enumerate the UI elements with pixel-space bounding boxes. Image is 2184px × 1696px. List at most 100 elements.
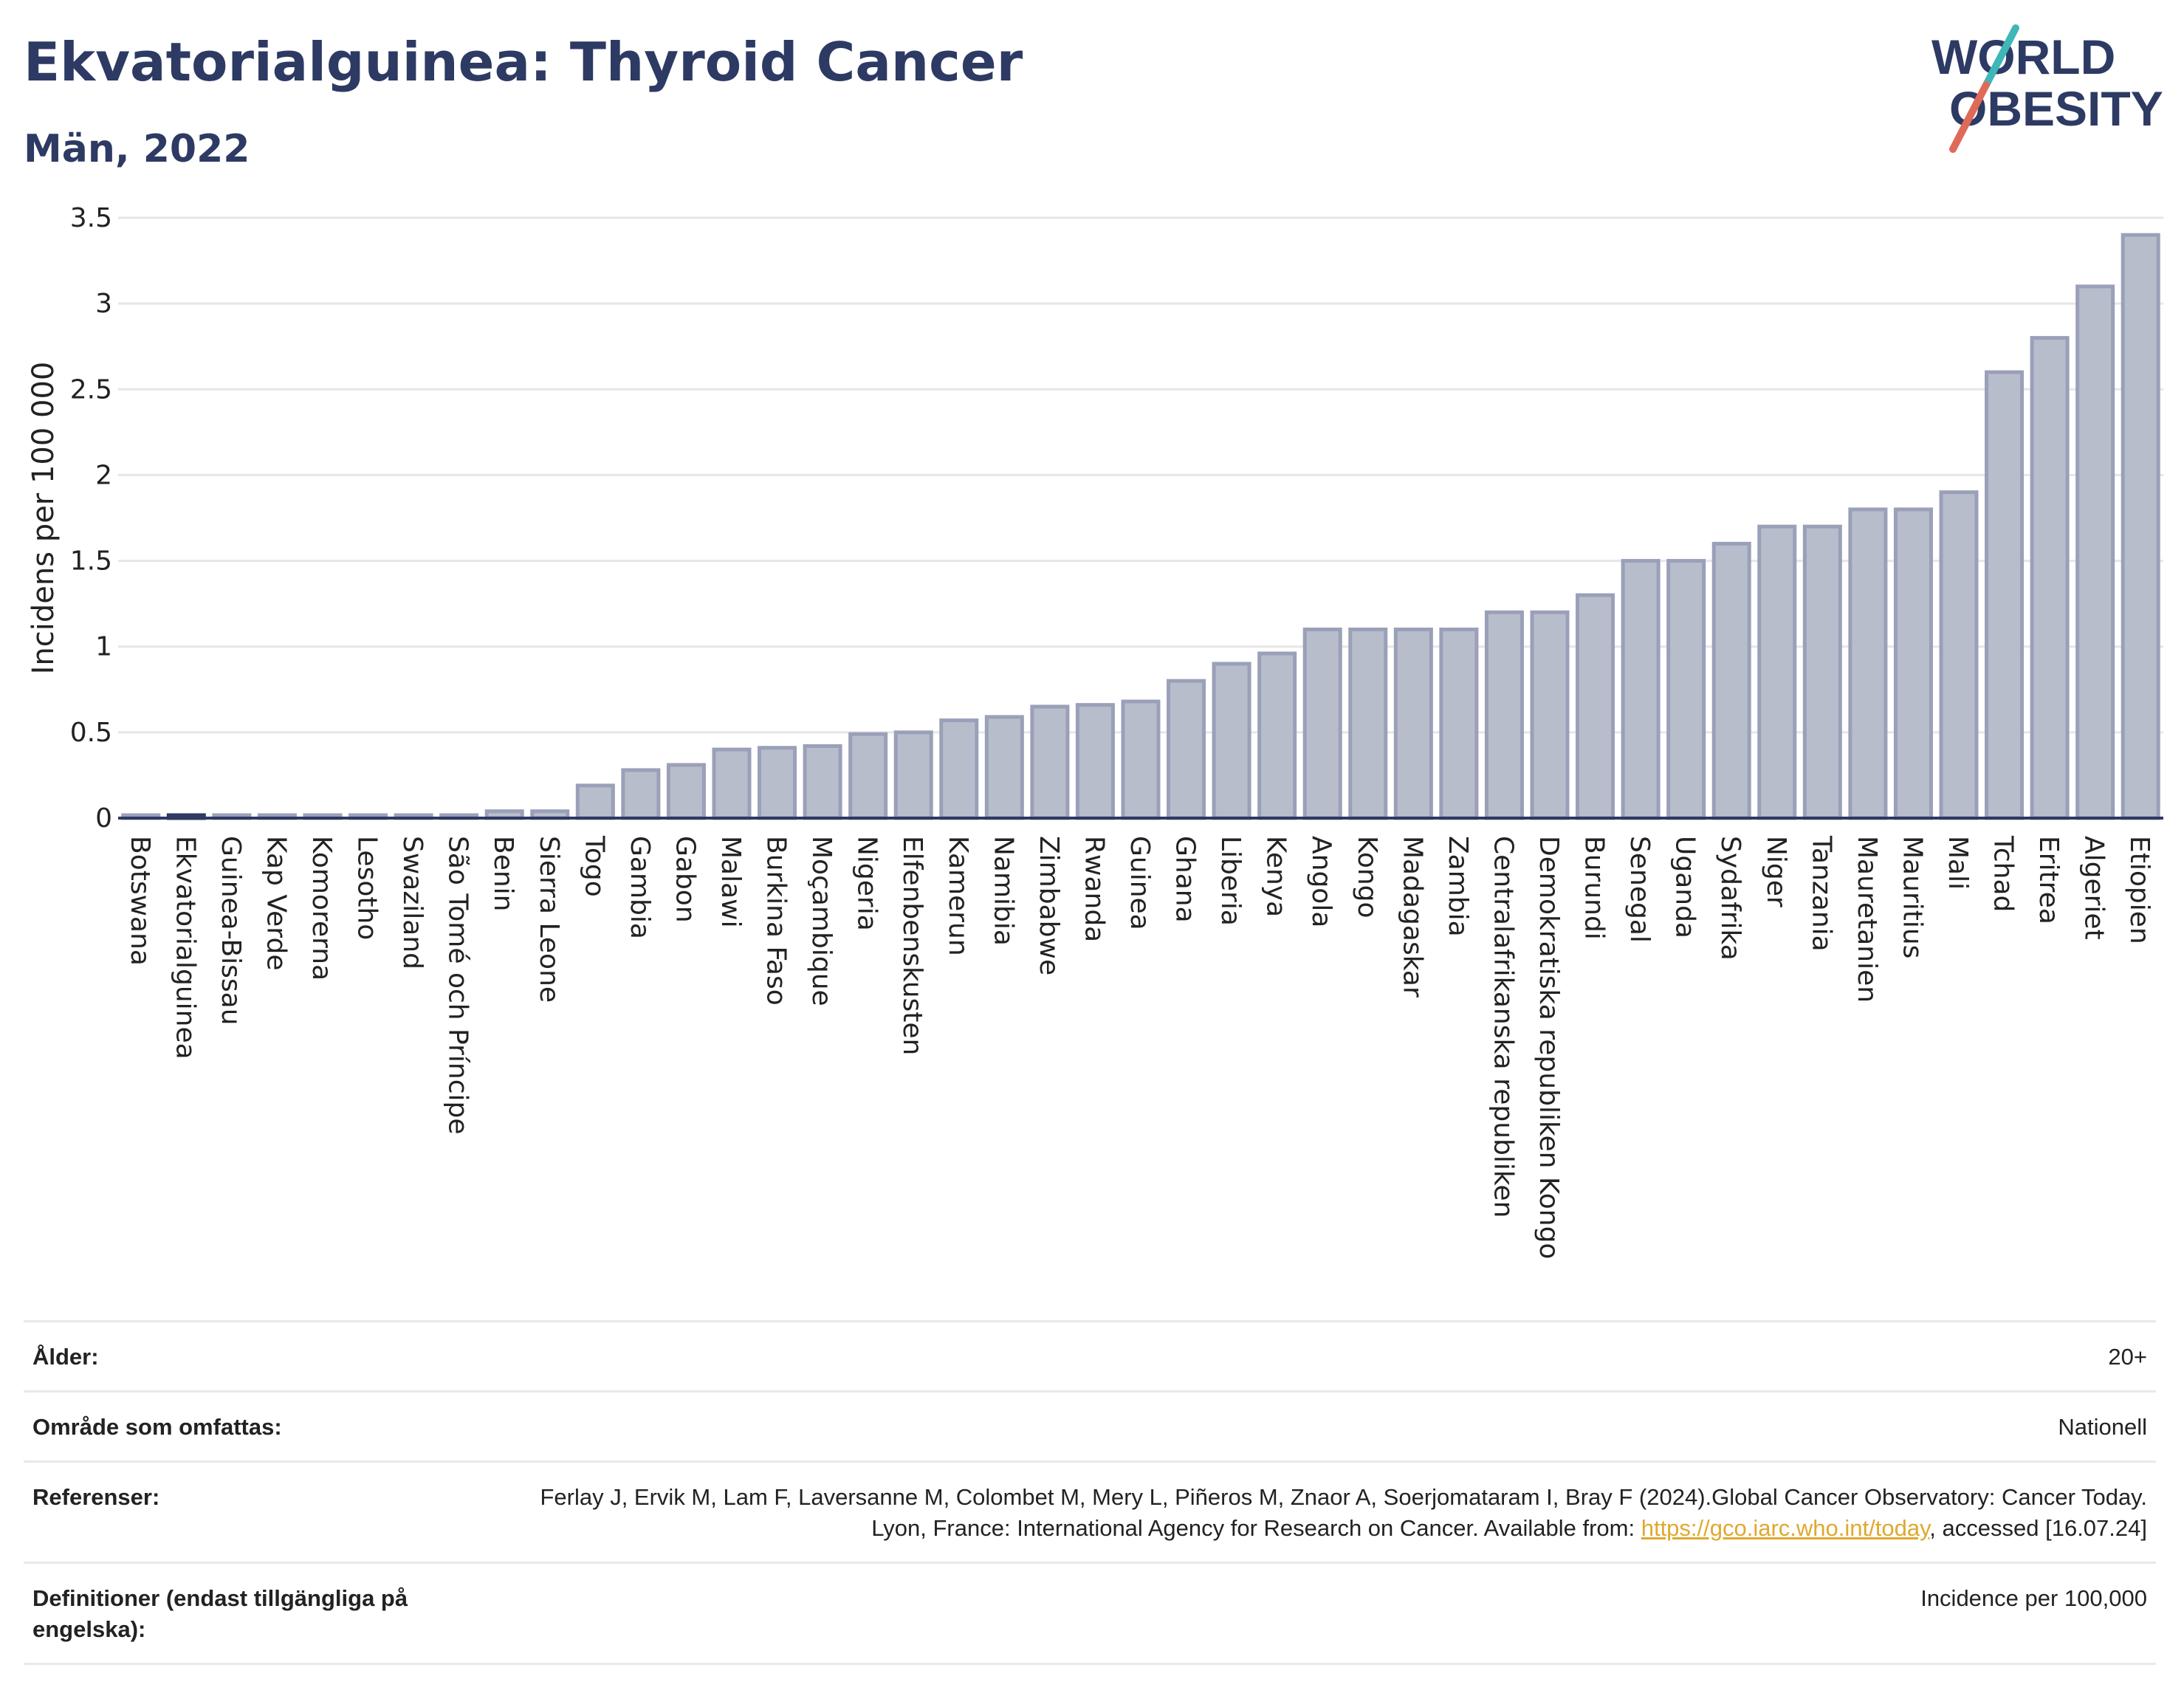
meta-value: Ferlay J, Ervik M, Lam F, Laversanne M, …	[523, 1482, 2147, 1544]
bar	[1576, 593, 1615, 820]
world-obesity-logo: WORLD OBESITY	[1931, 24, 2163, 153]
bar	[1439, 627, 1479, 820]
x-tick-label: Madagaskar	[1397, 836, 1427, 998]
x-tick-label: Sydafrika	[1715, 836, 1745, 961]
x-tick-label: Tchad	[1988, 835, 2019, 912]
y-tick-label: 2.5	[70, 374, 112, 405]
x-tick-label: Sierra Leone	[534, 836, 564, 1003]
x-tick-label: Swaziland	[397, 836, 427, 969]
x-tick-label: Centralafrikanska republiken	[1488, 836, 1518, 1218]
bar	[1302, 627, 1342, 820]
meta-label: Referenser:	[32, 1484, 160, 1510]
x-tick-label: Demokratiska republiken Kongo	[1534, 836, 1564, 1259]
bar	[1530, 610, 1570, 820]
x-tick-label: Zambia	[1443, 836, 1473, 937]
x-tick-label: Nigeria	[852, 836, 882, 931]
bar	[1666, 559, 1706, 820]
bar	[939, 718, 979, 820]
x-tick-label: Liberia	[1215, 836, 1246, 926]
bar-chart: 0 0.5 1 1.5 2 2.5 3 3.5 Incidens per 100 000 Bots…	[27, 203, 2163, 1259]
x-tick-label: Guinea	[1124, 836, 1155, 930]
y-tick-label: 3	[95, 289, 112, 319]
chart-title: Ekvatorialguinea: Thyroid Cancer	[24, 31, 1023, 93]
x-tick-label: São Tomé och Príncipe	[443, 836, 473, 1135]
x-tick-label: Ekvatorialguinea	[170, 836, 200, 1060]
meta-value: Incidence per 100,000	[1920, 1585, 2147, 1611]
y-tick-label: 3.5	[70, 203, 112, 233]
bar	[1848, 507, 1888, 820]
x-tick-label: Kongo	[1352, 836, 1382, 919]
x-tick-label: Moçambique	[806, 836, 837, 1006]
bar	[1802, 524, 1842, 820]
meta-label: Ålder:	[32, 1344, 99, 1370]
bar	[575, 783, 615, 820]
x-tick-label: Mauretanien	[1852, 836, 1882, 1003]
x-tick-label: Kenya	[1261, 836, 1291, 917]
x-tick-label: Uganda	[1670, 836, 1700, 938]
y-tick-label: 1.5	[70, 546, 112, 577]
y-tick-label: 1	[95, 632, 112, 662]
bar	[1893, 507, 1933, 820]
x-tick-label: Lesotho	[352, 836, 382, 940]
x-tick-label: Elfenbenskusten	[897, 836, 927, 1055]
bar	[803, 744, 842, 820]
x-tick-label: Etiopien	[2124, 836, 2154, 944]
meta-row-age: Ålder: 20+	[24, 1320, 2156, 1390]
reference-text: Ferlay J, Ervik M, Lam F, Laversanne M, …	[540, 1484, 2147, 1541]
reference-accessed: , accessed [16.07.24]	[1929, 1515, 2147, 1541]
bar	[666, 763, 706, 820]
x-tick-label: Namibia	[988, 836, 1018, 946]
x-tick-label: Tanzania	[1806, 835, 1836, 952]
bar	[2030, 336, 2070, 820]
bar	[621, 768, 661, 820]
x-tick-label: Angola	[1306, 836, 1336, 927]
logo-slash-top	[1982, 24, 2019, 89]
x-tick-label: Gambia	[625, 836, 655, 939]
bar	[1121, 699, 1161, 820]
bar	[1711, 541, 1751, 820]
x-tick-label: Botswana	[125, 836, 155, 966]
x-tick-label: Kamerun	[943, 836, 973, 956]
bar	[2121, 233, 2160, 820]
meta-label: Område som omfattas:	[32, 1414, 282, 1440]
bar	[1030, 704, 1070, 820]
y-tick-label: 0.5	[70, 718, 112, 748]
metadata-table: Ålder: 20+ Område som omfattas: Nationel…	[24, 1320, 2156, 1665]
x-tick-label: Mali	[1943, 836, 1973, 890]
bar	[1257, 651, 1297, 820]
chart-subtitle: Män, 2022	[24, 127, 250, 171]
bar	[848, 732, 888, 820]
meta-row-definitions: Definitioner (endast tillgängliga på eng…	[24, 1562, 2156, 1665]
meta-value: 20+	[2108, 1344, 2147, 1370]
bar	[1621, 559, 1661, 820]
logo-line1: WORLD	[1931, 30, 2115, 84]
bar	[1484, 610, 1524, 820]
bar	[893, 730, 933, 820]
x-tick-label: Ghana	[1170, 836, 1201, 923]
x-tick-label: Guinea-Bissau	[216, 836, 246, 1026]
y-tick-label: 0	[95, 803, 112, 834]
meta-value: Nationell	[2058, 1414, 2147, 1440]
meta-row-area: Område som omfattas: Nationell	[24, 1390, 2156, 1460]
x-tick-label: Niger	[1761, 836, 1791, 907]
bar	[984, 715, 1024, 820]
x-tick-label: Kap Verde	[261, 836, 291, 970]
bar	[758, 746, 797, 820]
x-tick-label: Burundi	[1579, 836, 1610, 940]
x-tick-label: Burkina Faso	[761, 836, 791, 1006]
x-tick-label: Zimbabwe	[1034, 836, 1064, 975]
y-tick-label: 2	[95, 460, 112, 490]
x-tick-label: Malawi	[715, 836, 746, 928]
bar	[1212, 662, 1251, 820]
bar	[2075, 284, 2115, 820]
x-tick-label: Benin	[488, 836, 518, 911]
bar	[1393, 627, 1433, 820]
bar	[1167, 679, 1206, 820]
logo-slash-bottom	[1949, 81, 1990, 153]
reference-link[interactable]: https://gco.iarc.who.int/today	[1641, 1515, 1930, 1541]
bar	[1757, 524, 1797, 820]
bar	[712, 747, 752, 820]
meta-row-references: Referenser: Ferlay J, Ervik M, Lam F, La…	[24, 1460, 2156, 1562]
x-tick-label: Algeriet	[2079, 836, 2109, 940]
meta-label: Definitioner (endast tillgängliga på eng…	[32, 1585, 408, 1642]
